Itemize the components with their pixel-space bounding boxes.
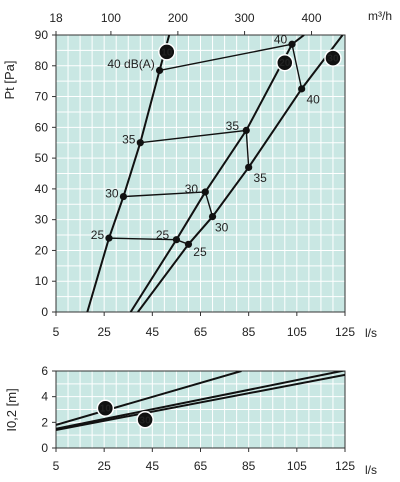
y-tick-label: 6 xyxy=(41,364,48,378)
x-tick-label: 65 xyxy=(194,325,208,339)
series-badge xyxy=(324,49,342,67)
series-badge-label: 20 xyxy=(279,58,291,69)
top-tick-label: 300 xyxy=(235,11,255,25)
sound-level-label: 40 dB(A) xyxy=(107,57,154,71)
x-axis-label: l/s xyxy=(365,326,377,340)
sound-level-point xyxy=(136,139,144,147)
throw-line-unlabeled-2 xyxy=(56,371,345,430)
x-axis-label: l/s xyxy=(365,463,377,477)
series-badge xyxy=(96,399,115,417)
y-axis-label: Pt [Pa] xyxy=(2,60,17,99)
sound-level-label: 35 xyxy=(253,171,267,185)
sound-level-label: 35 xyxy=(122,133,136,147)
top-tick-label: 400 xyxy=(302,11,322,25)
sound-level-label: 35 xyxy=(226,119,240,133)
y-tick-label: 90 xyxy=(35,28,49,42)
x-tick-label: 105 xyxy=(287,459,307,473)
x-tick-label: 45 xyxy=(146,325,160,339)
y-tick-label: 40 xyxy=(35,182,49,196)
series-badge xyxy=(136,411,154,429)
series-group xyxy=(56,371,345,432)
x-tick-label: 25 xyxy=(97,459,111,473)
y-tick-label: 80 xyxy=(35,59,49,73)
y-tick-label: 2 xyxy=(41,415,48,429)
sound-level-point xyxy=(105,234,113,242)
sound-level-label: 25 xyxy=(156,228,170,242)
y-tick-label: 50 xyxy=(35,151,49,165)
series-badge-label: 10 xyxy=(161,47,173,58)
x-tick-label: 25 xyxy=(97,325,111,339)
top-axis-label: m³/h xyxy=(368,9,392,23)
sound-level-point xyxy=(242,126,250,135)
sound-level-point xyxy=(184,240,193,248)
x-tick-label: 85 xyxy=(242,459,256,473)
x-tick-label: 85 xyxy=(242,325,256,339)
y-tick-label: 30 xyxy=(35,213,49,227)
throw-chart: 5 25 45 65 85 105 125 l/s 0 2 4 6 I0,2 [m] 10 30 xyxy=(4,364,377,477)
sound-level-label: 25 xyxy=(91,228,105,242)
sound-level-label: 40 xyxy=(274,33,288,47)
y-tick-label: 20 xyxy=(35,243,49,257)
throw-line-30 xyxy=(56,373,345,432)
series-badge-label: 30 xyxy=(327,54,339,65)
pressure-chart: 5 25 45 65 85 105 125 l/s 18 100 200 300 400 m³/h 0 10 2… xyxy=(2,9,392,340)
sound-level-point xyxy=(172,236,181,244)
y-tick-label: 0 xyxy=(41,305,48,319)
sound-level-label: 30 xyxy=(185,182,199,196)
x-tick-label: 45 xyxy=(146,459,160,473)
x-tick-label: 105 xyxy=(287,325,307,339)
top-tick-label: 200 xyxy=(168,11,188,25)
sound-level-point xyxy=(155,66,164,74)
series-line-30 xyxy=(137,35,344,312)
sound-level-point xyxy=(245,163,253,171)
y-tick-label: 4 xyxy=(41,390,48,404)
sound-level-point xyxy=(288,40,296,48)
series-badge-label: 30 xyxy=(140,415,152,426)
series-badge xyxy=(276,53,294,72)
sound-level-label: 30 xyxy=(105,187,119,201)
top-tick-label: 100 xyxy=(101,11,121,25)
y-tick-label: 60 xyxy=(35,120,49,134)
series-badge xyxy=(158,43,176,61)
series-badge-label: 10 xyxy=(100,404,112,415)
sound-level-point xyxy=(208,212,217,221)
sound-level-point xyxy=(201,188,209,196)
x-tick-label: 65 xyxy=(194,459,208,473)
sound-level-label: 25 xyxy=(193,245,207,259)
y-tick-label: 10 xyxy=(35,274,49,288)
x-tick-label: 125 xyxy=(335,459,355,473)
x-tick-label: 125 xyxy=(335,325,355,339)
x-tick-label: 5 xyxy=(53,325,60,339)
sound-level-label: 40 xyxy=(306,93,320,107)
sound-level-label: 30 xyxy=(215,220,229,234)
y-tick-label: 70 xyxy=(35,90,49,104)
y-tick-label: 0 xyxy=(41,441,48,455)
sound-level-point xyxy=(119,192,128,201)
x-tick-label: 5 xyxy=(53,459,60,473)
top-tick-label: 18 xyxy=(49,11,63,25)
series-line-10 xyxy=(86,35,171,312)
y-axis-label: I0,2 [m] xyxy=(4,388,19,431)
sound-level-point xyxy=(298,85,306,93)
throw-line-10 xyxy=(56,371,242,426)
